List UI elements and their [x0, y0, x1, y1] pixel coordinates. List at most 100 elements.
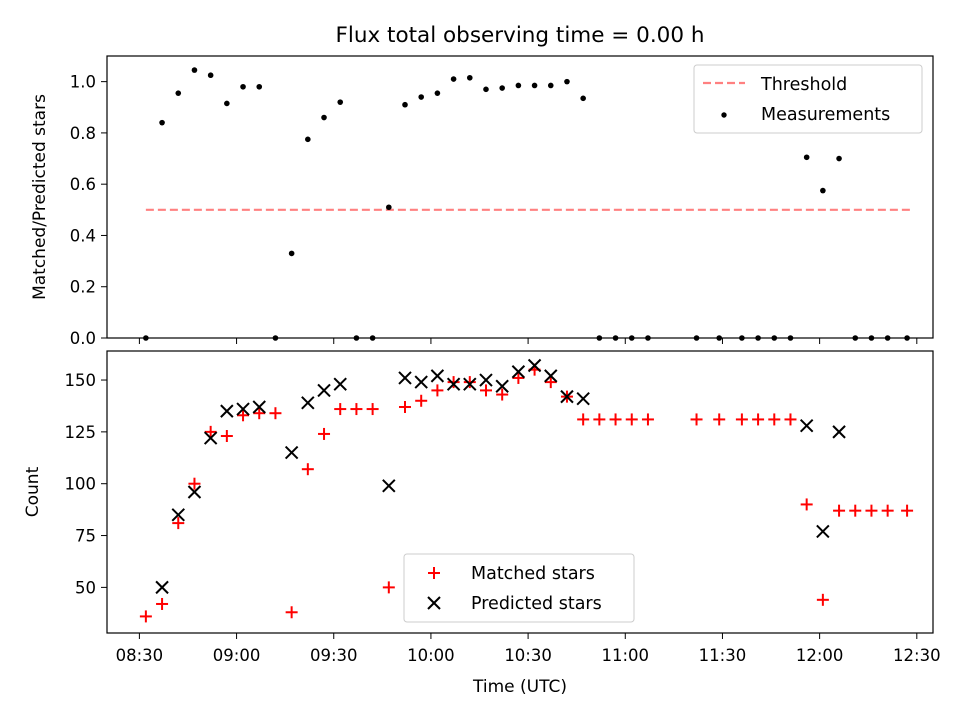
predicted-star-point	[463, 377, 477, 391]
x-tick-label: 11:30	[699, 646, 747, 665]
matched-star-point	[479, 384, 492, 397]
predicted-star-point	[527, 358, 542, 373]
measurement-point	[564, 78, 570, 85]
count-panel: 50 75 100 125 150 08:30 09:00 09:30 10:00 10:30 1…	[23, 350, 941, 665]
measurement-point	[321, 114, 327, 121]
measurement-point	[159, 119, 165, 126]
count-y-axis-label: Count	[23, 466, 43, 517]
x-axis-label: Time (UTC)	[472, 677, 567, 697]
measurement-point	[240, 83, 246, 90]
matched-star-point	[350, 403, 363, 416]
y-tick-label: 150	[65, 371, 97, 390]
matched-star-point	[431, 384, 444, 397]
matched-star-point	[784, 413, 797, 426]
measurement-point	[803, 154, 810, 161]
measurement-points-layer	[143, 67, 910, 341]
count-points-layer	[139, 358, 914, 623]
matched-star-point	[690, 413, 703, 426]
measurement-point	[483, 86, 489, 93]
matched-star-point	[752, 413, 765, 426]
matched-star-point	[366, 403, 379, 416]
predicted-legend-swatch	[427, 596, 441, 610]
predicted-legend-label: Predicted stars	[471, 594, 602, 614]
y-tick-label: 0.4	[70, 226, 96, 245]
matched-star-point	[544, 376, 557, 389]
matched-star-point	[881, 504, 894, 517]
predicted-star-point	[446, 377, 461, 391]
predicted-star-point	[301, 396, 315, 410]
matched-star-point	[172, 517, 185, 530]
measurement-point	[466, 74, 473, 81]
measurement-point	[386, 204, 392, 211]
predicted-star-point	[382, 479, 396, 493]
measurement-point	[836, 155, 842, 162]
predicted-star-point	[155, 580, 169, 595]
matched-star-point	[901, 504, 914, 517]
ratio-y-axis-label: Matched/Predicted stars	[30, 94, 50, 300]
predicted-star-point	[816, 524, 830, 539]
y-tick-label: 0.6	[70, 175, 96, 194]
predicted-star-point	[333, 377, 347, 391]
measurement-point	[402, 101, 408, 108]
measurement-point	[515, 82, 522, 89]
matched-star-point	[713, 413, 726, 426]
measurement-point	[191, 67, 198, 73]
y-tick-label: 0.0	[70, 329, 96, 348]
measurement-point	[207, 72, 214, 79]
predicted-star-point	[317, 383, 331, 398]
matched-star-point	[609, 413, 622, 426]
predicted-star-point	[187, 485, 202, 499]
matched-star-point	[768, 413, 781, 426]
count-y-axis: 50 75 100 125 150	[65, 371, 107, 597]
predicted-star-point	[576, 391, 590, 406]
measurements-legend-swatch	[721, 112, 727, 118]
matched-star-point	[800, 498, 813, 511]
matched-star-point	[334, 403, 347, 416]
measurement-point	[256, 83, 263, 90]
predicted-star-point	[495, 379, 509, 393]
predicted-star-point	[236, 402, 250, 416]
y-tick-label: 0.2	[70, 278, 96, 297]
measurement-point	[434, 90, 441, 96]
y-tick-label: 75	[75, 527, 96, 546]
matched-star-point	[577, 413, 590, 426]
ratio-plot-frame	[106, 55, 934, 339]
matched-star-point	[833, 504, 846, 517]
x-tick-label: 09:30	[310, 646, 358, 665]
predicted-star-point	[203, 431, 218, 445]
matched-star-point	[139, 610, 152, 623]
matched-star-point	[382, 581, 395, 594]
matched-star-point	[237, 409, 250, 422]
matched-legend-label: Matched stars	[471, 564, 595, 584]
predicted-star-point	[832, 425, 846, 439]
ratio-panel: 0.0 0.2 0.4 0.6 0.8 1.0 Matched/Predicted sta…	[30, 55, 934, 348]
matched-star-point	[188, 477, 201, 490]
threshold-legend-label: Threshold	[760, 75, 847, 95]
matched-star-point	[816, 593, 829, 606]
predicted-star-point	[252, 400, 266, 414]
ratio-x-axis	[138, 338, 918, 344]
y-tick-label: 1.0	[70, 73, 96, 92]
x-tick-label: 12:00	[796, 646, 844, 665]
matched-star-point	[463, 376, 476, 389]
measurement-point	[337, 99, 344, 105]
matched-star-point	[625, 413, 638, 426]
predicted-star-point	[414, 375, 428, 389]
y-tick-label: 100	[65, 475, 97, 494]
y-tick-label: 125	[65, 423, 97, 442]
x-tick-label: 10:00	[407, 646, 455, 665]
x-tick-label: 08:30	[116, 646, 164, 665]
matched-star-point	[204, 425, 217, 438]
count-x-axis: 08:30 09:00 09:30 10:00 10:30 11:00 11:30 12:00…	[116, 633, 941, 665]
measurements-legend-label: Measurements	[761, 105, 890, 125]
y-tick-label: 0.8	[70, 124, 96, 143]
measurement-point	[531, 82, 538, 89]
matched-star-point	[318, 427, 331, 440]
ratio-y-axis: 0.0 0.2 0.4 0.6 0.8 1.0	[70, 73, 107, 348]
x-tick-label: 12:30	[893, 646, 941, 665]
matched-star-point	[593, 413, 606, 426]
matched-star-point	[849, 504, 862, 517]
measurement-point	[547, 82, 554, 89]
measurement-point	[224, 100, 230, 107]
